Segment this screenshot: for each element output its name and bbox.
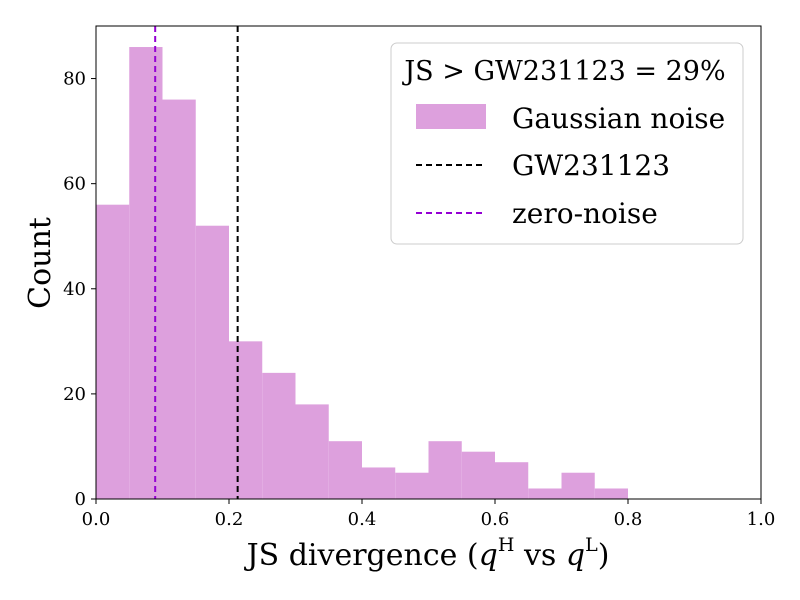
legend-label-gaussian-noise: Gaussian noise [512, 102, 725, 135]
histogram-bar-8 [362, 467, 396, 499]
x-tick-label: 1.0 [747, 509, 776, 530]
x-tick-label: 0.8 [614, 509, 643, 530]
legend: JS > GW231123 = 29% Gaussian noise GW231… [390, 42, 744, 245]
histogram-bar-14 [561, 472, 595, 499]
histogram-bar-10 [428, 441, 462, 499]
y-tick-label: 0 [75, 489, 86, 510]
histogram-bar-6 [295, 404, 329, 499]
y-tick-label: 60 [63, 174, 86, 195]
y-tick-label: 40 [63, 279, 86, 300]
histogram-bar-4 [229, 341, 263, 499]
x-tick-label: 0.2 [215, 509, 244, 530]
y-axis-ticks: 0 20 40 60 80 [63, 69, 96, 510]
legend-swatch-gaussian-noise [416, 104, 486, 129]
legend-label-gw231123: GW231123 [512, 149, 670, 182]
histogram-bar-3 [195, 225, 229, 499]
x-axis-label: JS divergence (qH vs qL) [244, 534, 610, 573]
legend-title: JS > GW231123 = 29% [401, 56, 725, 87]
histogram-bar-1 [129, 47, 163, 500]
y-tick-label: 80 [63, 69, 86, 90]
histogram-bar-2 [162, 99, 196, 500]
histogram-bar-9 [395, 472, 429, 499]
y-axis-label: Count [23, 217, 58, 309]
y-tick-label: 20 [63, 384, 86, 405]
x-tick-label: 0.0 [82, 509, 111, 530]
histogram-bar-13 [528, 488, 562, 499]
histogram-bar-11 [461, 451, 495, 499]
x-tick-label: 0.4 [348, 509, 377, 530]
legend-box [390, 42, 744, 245]
histogram-bars [96, 47, 628, 500]
reference-lines [154, 26, 239, 499]
x-axis-ticks: 0.0 0.2 0.4 0.6 0.8 1.0 [82, 499, 776, 530]
legend-label-zero-noise: zero-noise [512, 197, 658, 230]
histogram-bar-12 [495, 462, 529, 499]
histogram-bar-7 [328, 441, 362, 499]
histogram-bar-0 [96, 204, 130, 499]
x-tick-label: 0.6 [481, 509, 510, 530]
axes-frame [95, 25, 762, 500]
histogram-bar-15 [594, 488, 628, 499]
histogram-bar-5 [262, 372, 296, 499]
